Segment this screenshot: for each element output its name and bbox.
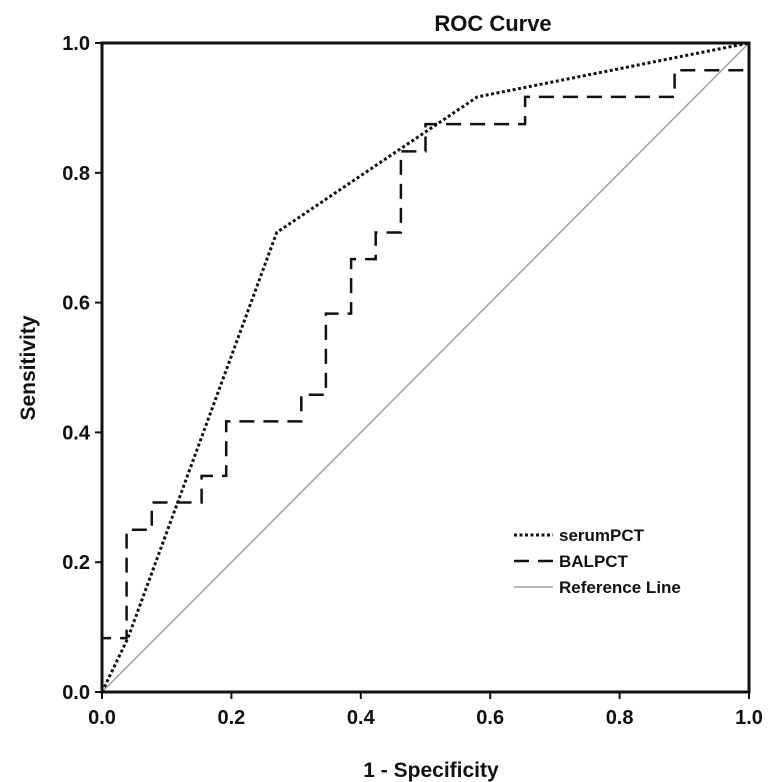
legend-label: serumPCT [559,526,645,545]
x-tick-label: 0.8 [606,707,634,729]
legend: serumPCT BALPCT Reference Line [514,526,681,597]
y-tick-label: 0.8 [62,163,90,185]
plot-frame [100,41,751,694]
y-tick-label: 0.4 [62,422,91,444]
x-tick-label: 0.0 [88,707,116,729]
chart-title: ROC Curve [434,11,551,36]
series-line-balpct [100,43,751,692]
x-tick-label: 1.0 [735,707,763,729]
y-tick-label: 0.6 [62,293,90,315]
series-line-serumpct [100,41,750,693]
y-axis: 0.0 0.2 0.4 0.6 0.8 1.0 [62,33,102,704]
series-layer [100,41,751,693]
x-tick-label: 0.2 [217,707,245,729]
y-tick-label: 0.0 [62,682,90,704]
x-axis-label: 1 - Specificity [363,759,499,782]
x-tick-label: 0.6 [476,707,504,729]
legend-label: Reference Line [559,578,681,597]
y-tick-label: 0.2 [62,552,90,574]
y-tick-label: 1.0 [62,33,90,55]
series-line-reference-line [101,42,750,693]
legend-label: BALPCT [559,552,629,571]
x-tick-label: 0.4 [347,707,376,729]
x-axis: 0.0 0.2 0.4 0.6 0.8 1.0 [88,692,763,729]
y-axis-label: Sensitivity [17,315,40,420]
